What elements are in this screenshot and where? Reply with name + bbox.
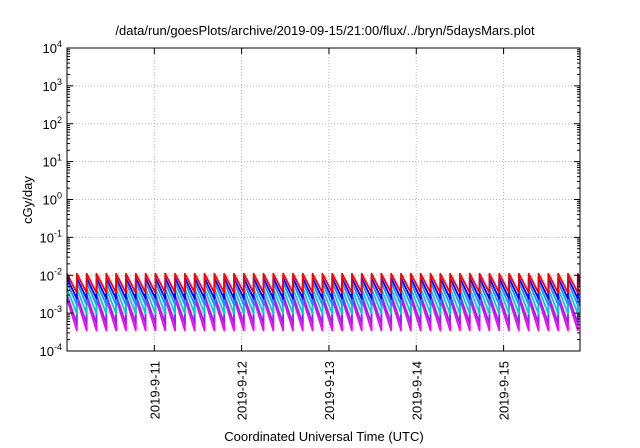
- series-line: [66, 297, 581, 332]
- series-line: [66, 294, 581, 325]
- y-tick-label: 100: [43, 191, 62, 208]
- y-tick-label: 10-2: [40, 266, 62, 283]
- series-group: [66, 272, 581, 332]
- y-tick-label: 104: [43, 39, 62, 56]
- y-tick-label: 103: [43, 77, 62, 94]
- y-tick-label: 101: [43, 153, 62, 170]
- x-tick-label: 2019-9-15: [497, 361, 512, 420]
- y-tick-label: 10-1: [40, 228, 62, 245]
- series-line: [66, 277, 581, 300]
- y-tick-label: 102: [43, 115, 62, 132]
- x-tick-label: 2019-9-13: [322, 361, 337, 420]
- y-axis-label: cGy/day: [20, 176, 35, 224]
- y-tick-label: 10-4: [40, 342, 62, 359]
- x-tick-label: 2019-9-12: [235, 361, 250, 420]
- ticks: 10-4 10-3 10-2 10-1 100 101 102 103 104 2019-9-11…: [40, 39, 580, 420]
- x-tick-label: 2019-9-14: [409, 361, 424, 420]
- y-tick-label: 10-3: [40, 304, 62, 321]
- x-tick-label: 2019-9-11: [147, 361, 162, 419]
- series-line: [66, 281, 581, 306]
- chart-title: /data/run/goesPlots/archive/2019-09-15/2…: [115, 23, 535, 38]
- x-axis-label: Coordinated Universal Time (UTC): [224, 429, 423, 444]
- series-line: [66, 272, 581, 294]
- series-line: [66, 287, 581, 315]
